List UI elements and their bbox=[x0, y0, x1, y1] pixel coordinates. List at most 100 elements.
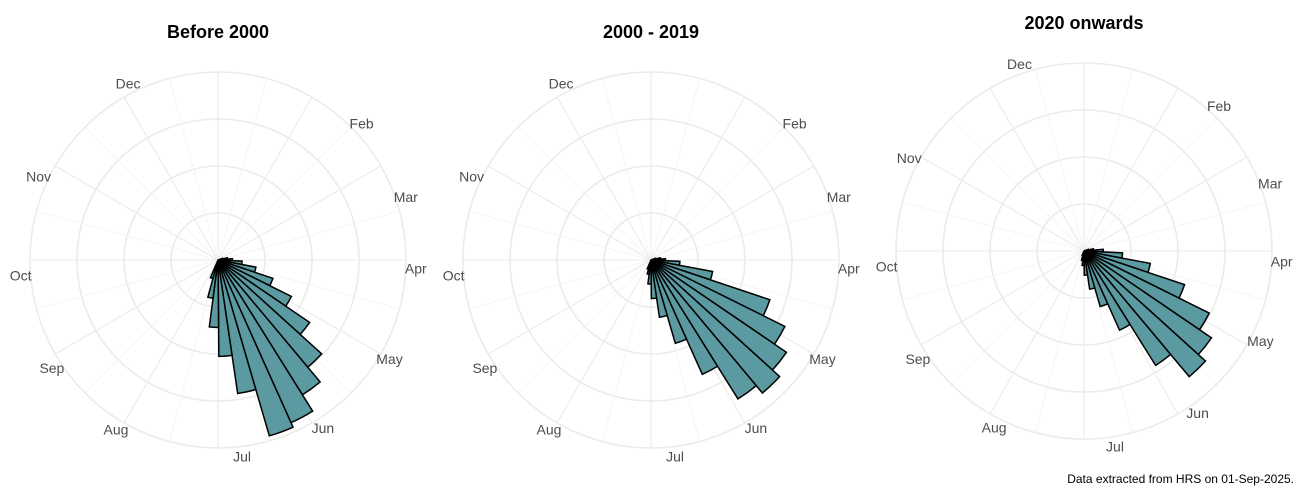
grid-spoke bbox=[487, 259, 652, 355]
histogram-bar bbox=[217, 259, 257, 395]
grid-spoke bbox=[1083, 201, 1266, 252]
month-label: Feb bbox=[350, 116, 374, 132]
month-label: Dec bbox=[116, 76, 141, 92]
month-label: Jun bbox=[1186, 405, 1209, 421]
grid-spoke bbox=[123, 96, 219, 261]
grid-spoke bbox=[36, 210, 219, 261]
histogram-bar bbox=[1083, 250, 1096, 291]
grid-spoke bbox=[1034, 69, 1085, 252]
bars bbox=[646, 256, 788, 400]
grid-spoke bbox=[1034, 250, 1085, 433]
panel-before-2000: Before 2000 Feb Mar Apr May Jun Jul Aug Sep Oct N… bbox=[10, 22, 427, 465]
month-label: Nov bbox=[26, 168, 51, 184]
histogram-bar bbox=[650, 259, 658, 300]
histogram-bar bbox=[650, 259, 719, 376]
histogram-bar bbox=[650, 259, 669, 319]
grid-spoke bbox=[123, 259, 219, 424]
grid-spoke bbox=[650, 210, 833, 261]
grid-spoke bbox=[487, 165, 652, 261]
panel-2000-2019: 2000 - 2019 Feb Mar Apr May Jun Jul Aug Sep Oct N… bbox=[443, 22, 860, 465]
month-label: Jul bbox=[666, 449, 684, 465]
histogram-bar bbox=[1083, 250, 1132, 332]
month-labels: Dec Feb Mar Apr May Jun Jul Aug Sep Oct Nov bbox=[876, 56, 1293, 455]
month-label: Apr bbox=[1271, 253, 1293, 269]
histogram-bar bbox=[650, 259, 781, 395]
month-label: Feb bbox=[783, 116, 807, 132]
month-label: Dec bbox=[549, 76, 574, 92]
month-label: Aug bbox=[982, 419, 1007, 435]
grid-spoke bbox=[650, 78, 701, 261]
panel-title: 2020 onwards bbox=[1024, 13, 1143, 33]
histogram-bar bbox=[1083, 250, 1109, 308]
source-caption: Data extracted from HRS on 01-Sep-2025. bbox=[1067, 472, 1294, 486]
month-label: Sep bbox=[472, 360, 497, 376]
grid-spoke bbox=[1083, 117, 1218, 252]
month-label: May bbox=[376, 351, 402, 367]
grid-spoke bbox=[902, 250, 1085, 301]
polar-grid bbox=[462, 71, 840, 449]
histogram-bar bbox=[209, 259, 219, 280]
month-labels: Feb Mar Apr May Jun Jul Aug Sep Oct Nov Dec bbox=[10, 76, 427, 465]
month-label: Feb bbox=[1207, 98, 1231, 114]
month-label: Jun bbox=[312, 420, 335, 436]
month-label: Nov bbox=[897, 150, 922, 166]
grid-spoke bbox=[469, 210, 652, 261]
grid-spoke bbox=[517, 126, 652, 261]
month-label: Aug bbox=[537, 422, 562, 438]
month-label: Sep bbox=[39, 360, 64, 376]
grid-spoke bbox=[217, 78, 268, 261]
histogram-bar bbox=[646, 259, 652, 271]
grid-spoke bbox=[54, 165, 219, 261]
grid-spoke bbox=[217, 210, 400, 261]
grid-spoke bbox=[54, 259, 219, 355]
histogram-bar bbox=[217, 259, 233, 358]
grid-spoke bbox=[950, 117, 1085, 252]
month-label: Aug bbox=[104, 422, 129, 438]
grid-spoke bbox=[217, 126, 352, 261]
grid-spoke bbox=[469, 259, 652, 310]
grid-spoke bbox=[902, 201, 1085, 252]
histogram-bar bbox=[217, 259, 294, 437]
panel-title: 2000 - 2019 bbox=[603, 22, 699, 42]
month-label: May bbox=[809, 351, 835, 367]
grid-spoke bbox=[517, 259, 652, 394]
month-label: Mar bbox=[1258, 175, 1282, 191]
grid-spoke bbox=[217, 96, 313, 261]
grid-spoke bbox=[556, 259, 652, 424]
grid-spoke bbox=[989, 250, 1085, 415]
month-label: Mar bbox=[827, 189, 851, 205]
histogram-bar bbox=[1083, 250, 1207, 378]
month-label: Nov bbox=[459, 168, 484, 184]
month-label: Dec bbox=[1007, 56, 1032, 72]
grid-spoke bbox=[1083, 87, 1179, 252]
bars bbox=[206, 256, 323, 437]
grid-spoke bbox=[920, 250, 1085, 346]
grid-spoke bbox=[556, 96, 652, 261]
grid-spoke bbox=[650, 96, 746, 261]
month-labels: Feb Mar Apr May Jun Jul Aug Sep Oct Nov Dec bbox=[443, 76, 860, 465]
grid-spoke bbox=[920, 156, 1085, 252]
month-label: Oct bbox=[876, 259, 898, 275]
grid-spoke bbox=[650, 165, 815, 261]
grid-spoke bbox=[601, 78, 652, 261]
panel-title: Before 2000 bbox=[167, 22, 269, 42]
grid-spoke bbox=[989, 87, 1085, 252]
histogram-bar bbox=[1081, 250, 1085, 257]
histogram-bar bbox=[650, 259, 758, 400]
month-label: Apr bbox=[838, 261, 860, 277]
month-label: Oct bbox=[443, 268, 465, 284]
grid-spoke bbox=[650, 126, 785, 261]
grid-spoke bbox=[950, 250, 1085, 385]
month-label: Mar bbox=[394, 189, 418, 205]
grid-spoke bbox=[36, 259, 219, 310]
grid-spoke bbox=[1083, 156, 1248, 252]
grid-spoke bbox=[601, 259, 652, 442]
month-label: Jul bbox=[1106, 439, 1124, 455]
month-label: Sep bbox=[905, 351, 930, 367]
histogram-bar bbox=[650, 259, 688, 345]
grid-spoke bbox=[217, 165, 382, 261]
grid-spoke bbox=[84, 259, 219, 394]
bars bbox=[1080, 247, 1213, 378]
month-label: Oct bbox=[10, 268, 32, 284]
